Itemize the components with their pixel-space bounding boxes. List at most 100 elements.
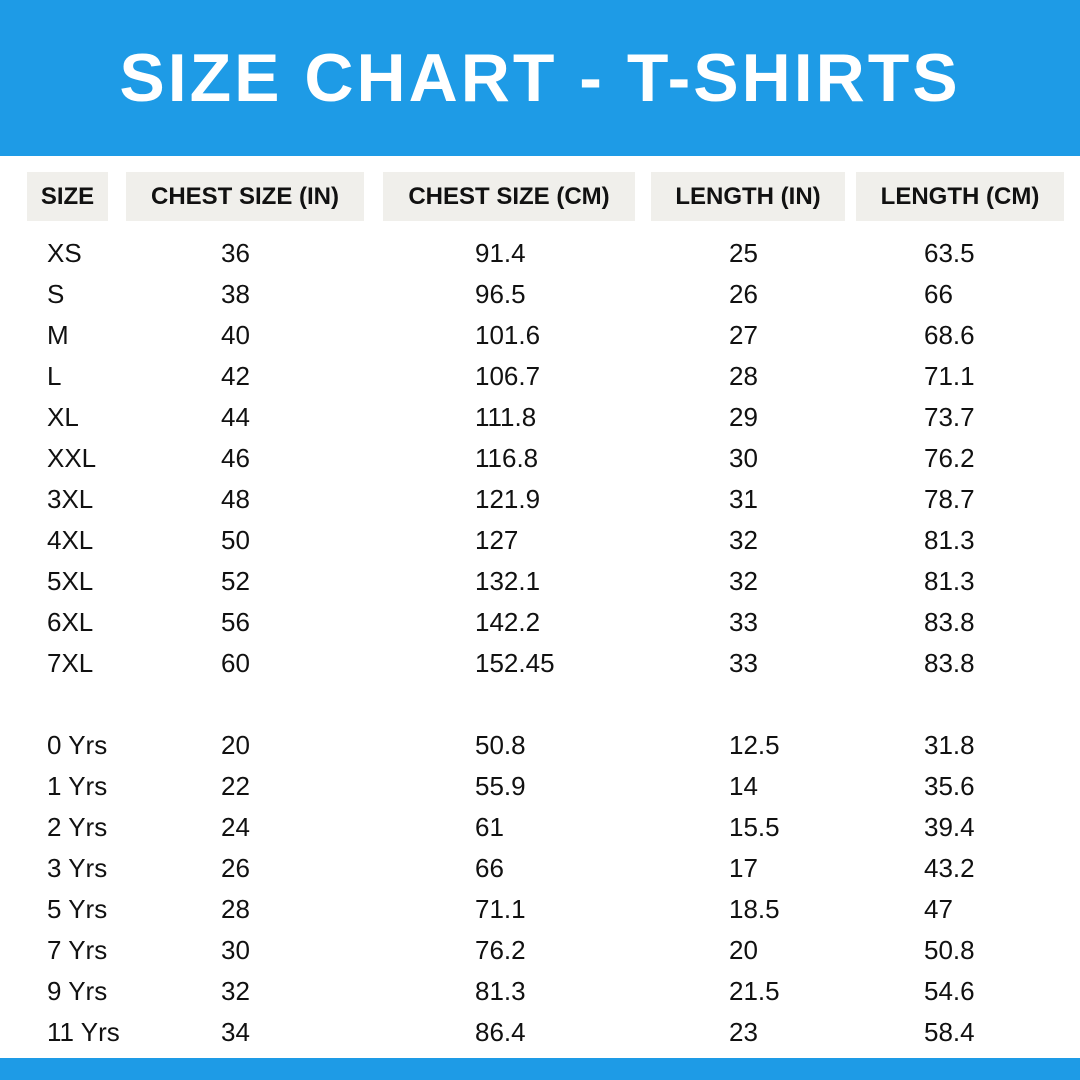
cell-length-in: 26	[729, 279, 758, 309]
header-size: SIZE	[27, 172, 108, 221]
cell-length-in: 18.5	[729, 894, 780, 924]
cell-size: 7XL	[47, 648, 94, 678]
cell-chest-in: 48	[221, 484, 250, 514]
cell-chest-cm: 121.9	[475, 484, 541, 514]
cell-length-cm: 35.6	[924, 771, 975, 801]
cell-size: L	[47, 361, 62, 391]
cell-size: XXL	[47, 443, 97, 473]
cell-size: 6XL	[47, 607, 94, 637]
cell-chest-cm: 76.2	[475, 935, 526, 965]
cell-chest-cm: 61	[475, 812, 504, 842]
cell-size: S	[47, 279, 65, 309]
cell-length-in: 30	[729, 443, 758, 473]
title-banner: SIZE CHART - T-SHIRTS	[0, 0, 1080, 156]
cell-size: XS	[47, 238, 82, 268]
cell-length-in: 31	[729, 484, 758, 514]
cell-size: 5 Yrs	[47, 894, 108, 924]
cell-chest-in: 44	[221, 402, 250, 432]
cell-chest-in: 22	[221, 771, 250, 801]
cell-size: 2 Yrs	[47, 812, 108, 842]
cell-length-in: 32	[729, 525, 758, 555]
cell-length-cm: 78.7	[924, 484, 975, 514]
cell-size: M	[47, 320, 69, 350]
cell-size: 5XL	[47, 566, 94, 596]
cell-chest-in: 28	[221, 894, 250, 924]
cell-chest-in: 26	[221, 853, 250, 883]
header-length-cm: LENGTH (CM)	[856, 172, 1064, 221]
cell-length-in: 23	[729, 1017, 758, 1047]
cell-length-in: 28	[729, 361, 758, 391]
cell-chest-cm: 127	[475, 525, 519, 555]
cell-chest-cm: 152.45	[475, 648, 555, 678]
cell-chest-cm: 66	[475, 853, 504, 883]
cell-length-cm: 83.8	[924, 607, 975, 637]
cell-length-cm: 58.4	[924, 1017, 975, 1047]
cell-chest-in: 36	[221, 238, 250, 268]
cell-chest-in: 46	[221, 443, 250, 473]
cell-chest-cm: 86.4	[475, 1017, 526, 1047]
footer-bar	[0, 1058, 1080, 1080]
cell-length-in: 12.5	[729, 730, 780, 760]
cell-length-cm: 68.6	[924, 320, 975, 350]
cell-length-cm: 71.1	[924, 361, 975, 391]
cell-chest-cm: 101.6	[475, 320, 541, 350]
cell-chest-cm: 71.1	[475, 894, 526, 924]
cell-size: 7 Yrs	[47, 935, 108, 965]
cell-length-cm: 73.7	[924, 402, 975, 432]
cell-length-in: 27	[729, 320, 758, 350]
page-title: SIZE CHART - T-SHIRTS	[119, 40, 961, 116]
cell-length-in: 15.5	[729, 812, 780, 842]
cell-size: 4XL	[47, 525, 94, 555]
cell-length-in: 17	[729, 853, 758, 883]
cell-chest-cm: 111.8	[475, 402, 537, 432]
cell-length-in: 32	[729, 566, 758, 596]
cell-chest-in: 56	[221, 607, 250, 637]
cell-length-cm: 39.4	[924, 812, 975, 842]
cell-length-cm: 83.8	[924, 648, 975, 678]
cell-chest-in: 42	[221, 361, 250, 391]
cell-size: 9 Yrs	[47, 976, 108, 1006]
cell-chest-in: 34	[221, 1017, 250, 1047]
cell-chest-cm: 96.5	[475, 279, 526, 309]
cell-length-in: 33	[729, 648, 758, 678]
cell-size: 3XL	[47, 484, 94, 514]
cell-chest-cm: 50.8	[475, 730, 526, 760]
cell-chest-cm: 81.3	[475, 976, 526, 1006]
cell-chest-cm: 55.9	[475, 771, 526, 801]
cell-chest-in: 30	[221, 935, 250, 965]
cell-size: 11 Yrs	[47, 1017, 120, 1047]
cell-length-cm: 63.5	[924, 238, 975, 268]
cell-chest-in: 40	[221, 320, 250, 350]
cell-chest-in: 38	[221, 279, 250, 309]
header-length-in: LENGTH (IN)	[651, 172, 845, 221]
cell-chest-in: 24	[221, 812, 250, 842]
cell-chest-in: 60	[221, 648, 250, 678]
cell-length-cm: 76.2	[924, 443, 975, 473]
cell-length-cm: 54.6	[924, 976, 975, 1006]
cell-chest-cm: 132.1	[475, 566, 541, 596]
cell-chest-in: 32	[221, 976, 250, 1006]
cell-size: 1 Yrs	[47, 771, 108, 801]
cell-size: XL	[47, 402, 79, 432]
cell-length-cm: 43.2	[924, 853, 975, 883]
cell-length-in: 21.5	[729, 976, 780, 1006]
cell-length-cm: 31.8	[924, 730, 975, 760]
cell-length-in: 14	[729, 771, 758, 801]
cell-size: 0 Yrs	[47, 730, 108, 760]
cell-length-cm: 66	[924, 279, 953, 309]
cell-chest-cm: 91.4	[475, 238, 526, 268]
cell-chest-cm: 116.8	[475, 443, 539, 473]
cell-chest-in: 52	[221, 566, 250, 596]
cell-length-in: 33	[729, 607, 758, 637]
cell-chest-in: 20	[221, 730, 250, 760]
header-chest-in: CHEST SIZE (IN)	[126, 172, 364, 221]
cell-length-cm: 50.8	[924, 935, 975, 965]
cell-length-in: 25	[729, 238, 758, 268]
cell-length-cm: 81.3	[924, 566, 975, 596]
cell-size: 3 Yrs	[47, 853, 108, 883]
cell-chest-in: 50	[221, 525, 250, 555]
cell-chest-cm: 106.7	[475, 361, 541, 391]
cell-length-cm: 81.3	[924, 525, 975, 555]
cell-length-cm: 47	[924, 894, 953, 924]
header-chest-cm: CHEST SIZE (CM)	[383, 172, 635, 221]
